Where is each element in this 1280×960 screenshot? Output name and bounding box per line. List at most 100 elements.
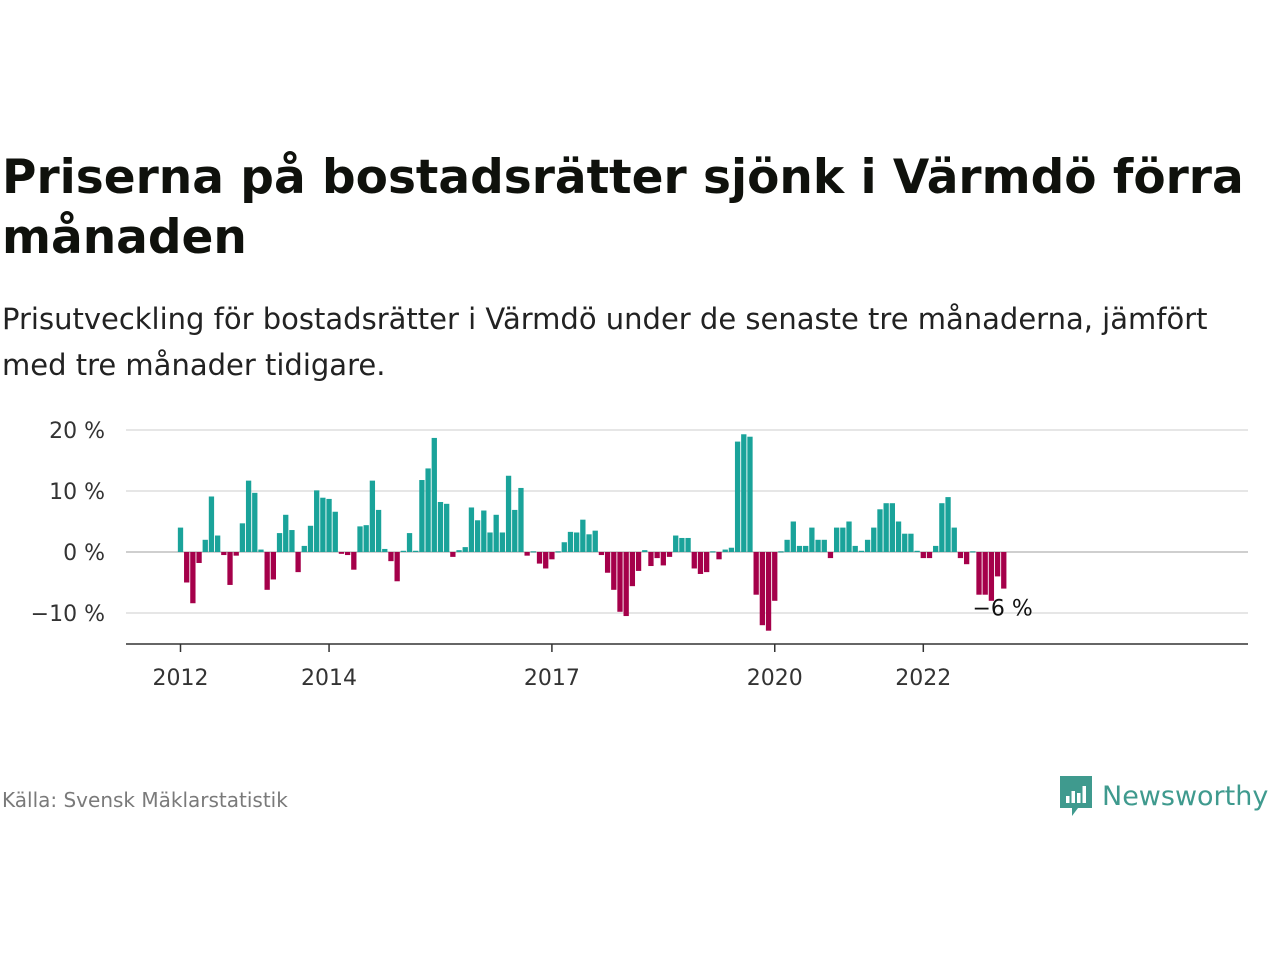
bar — [827, 552, 834, 559]
bar — [747, 436, 753, 552]
bar — [499, 532, 506, 552]
bar — [177, 527, 184, 552]
bar — [283, 514, 289, 552]
y-tick-label: −10 % — [31, 602, 105, 627]
bar — [963, 552, 970, 565]
bar — [425, 468, 431, 552]
bar — [450, 552, 456, 557]
bar — [196, 552, 202, 563]
bar — [487, 532, 493, 552]
last-value-label: −6 % — [972, 597, 1032, 622]
bar — [815, 539, 821, 552]
bar — [394, 552, 400, 582]
bar — [561, 542, 567, 552]
bar — [338, 552, 345, 554]
bar — [629, 552, 636, 587]
bar — [895, 521, 902, 552]
bar — [301, 545, 307, 552]
bar — [574, 532, 580, 552]
bar — [289, 530, 295, 552]
bar — [889, 503, 895, 552]
bar — [821, 539, 827, 552]
bar — [221, 552, 227, 556]
bar — [462, 547, 468, 552]
bar — [530, 551, 536, 553]
bar — [728, 547, 735, 552]
bar — [555, 551, 561, 553]
bar — [252, 492, 258, 552]
bar — [765, 552, 772, 631]
bar — [332, 511, 338, 552]
bar — [276, 533, 283, 552]
bar — [208, 496, 215, 552]
chart-subtitle: Prisutveckling för bostadsrätter i Värmd… — [2, 302, 1208, 382]
bar — [190, 552, 196, 604]
bar — [419, 480, 425, 552]
brand-name: Newsworthy — [1102, 780, 1269, 812]
bar — [375, 509, 382, 552]
x-tick-label: 2014 — [301, 666, 357, 691]
bar — [803, 545, 809, 552]
bar — [406, 533, 413, 552]
bar — [413, 550, 419, 552]
bar — [512, 509, 518, 552]
bar — [796, 545, 803, 552]
y-tick-label: 10 % — [49, 480, 105, 505]
bar — [549, 552, 555, 560]
bar — [685, 537, 691, 552]
brand-logo[interactable]: Newsworthy — [1058, 774, 1268, 818]
bar — [468, 507, 475, 552]
bar — [864, 539, 871, 552]
bar — [982, 552, 988, 595]
bar — [388, 552, 394, 562]
x-tick-label: 2020 — [747, 666, 803, 691]
bar — [902, 533, 908, 552]
bar — [184, 552, 190, 583]
annotation: −6 % — [972, 597, 1032, 622]
bar — [679, 537, 685, 552]
x-tick-label: 2012 — [153, 666, 209, 691]
y-axis-labels: 20 % 10 % 0 % −10 % — [31, 419, 105, 627]
bar — [654, 552, 660, 559]
bar — [344, 552, 351, 556]
bar — [604, 552, 611, 573]
bar — [326, 498, 332, 552]
bar — [945, 497, 951, 552]
bar — [648, 552, 654, 567]
x-tick-label: 2022 — [895, 666, 951, 691]
bar — [481, 510, 487, 552]
bar — [202, 539, 208, 552]
bar — [524, 552, 530, 556]
bar — [611, 552, 617, 590]
bar — [716, 552, 722, 560]
y-tick-label: 20 % — [49, 419, 105, 444]
bar — [363, 525, 369, 552]
bar — [617, 552, 623, 612]
bar — [976, 552, 982, 595]
bar — [920, 552, 926, 559]
bar — [543, 552, 549, 569]
bar — [270, 552, 276, 580]
bars — [177, 434, 1007, 631]
bar — [778, 551, 784, 553]
bar — [382, 548, 388, 552]
bar — [456, 550, 462, 552]
bar — [933, 545, 939, 552]
bar — [598, 552, 605, 556]
bar — [790, 521, 796, 552]
bar — [852, 545, 858, 552]
bar — [753, 552, 759, 595]
bar — [908, 533, 914, 552]
bar — [691, 552, 697, 569]
bar — [214, 535, 221, 552]
bar — [264, 552, 270, 590]
bar — [858, 550, 865, 552]
bar — [957, 552, 964, 559]
bar — [233, 552, 239, 556]
bar — [660, 552, 666, 566]
bar — [833, 527, 840, 552]
bar — [988, 552, 995, 601]
bar — [623, 552, 629, 617]
bar — [400, 550, 406, 552]
bar-chart: 20 % 10 % 0 % −10 % 2012 2014 2017 2020 2022 −6… — [31, 419, 1248, 691]
